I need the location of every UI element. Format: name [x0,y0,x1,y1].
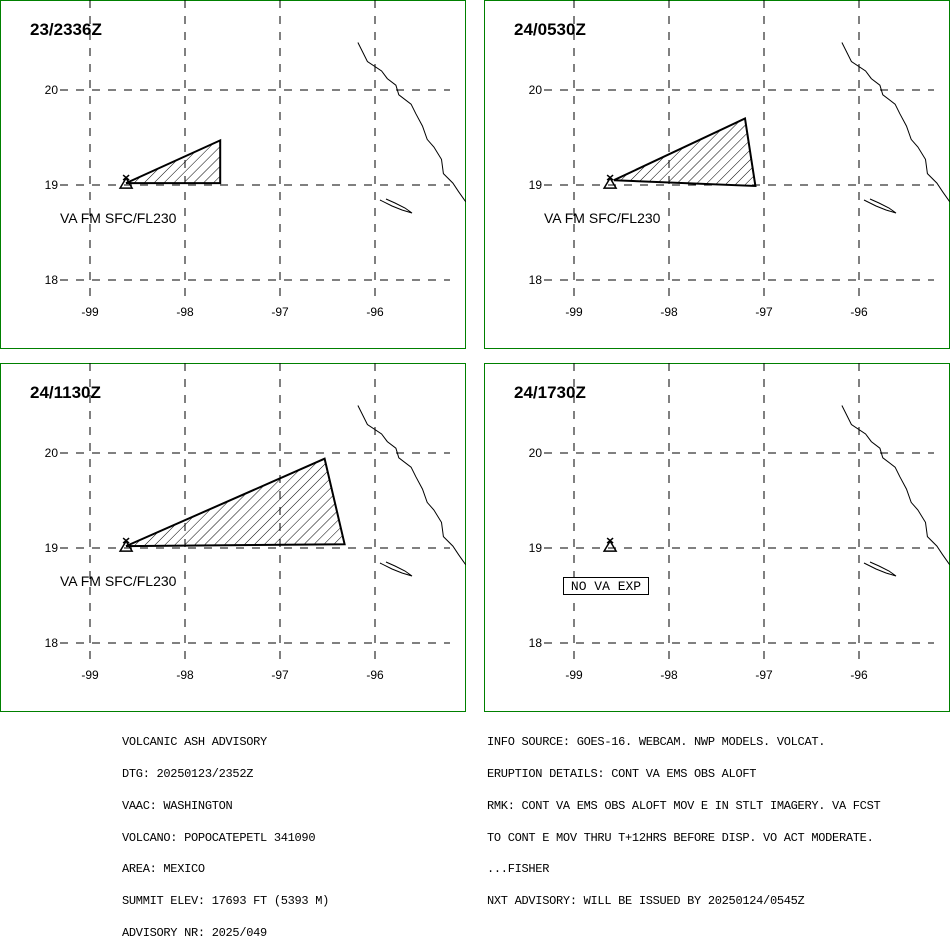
no-va-expected-label: NO VA EXP [571,579,641,594]
no-va-expected-box: NO VA EXP [563,577,649,595]
panel-frame [484,363,950,712]
footer-line: ...FISHER [487,862,550,877]
lat-tick-label: 20 [529,83,543,97]
map-canvas: -99 -98 -97 -96 20 19 18 24/0530Z VA FM SFC/FL23… [484,0,950,349]
lon-tick-label: -99 [565,668,583,682]
footer-line: INFO SOURCE: GOES-16. WEBCAM. NWP MODELS… [487,735,826,750]
lat-tick-label: 20 [529,446,543,460]
lat-tick-label: 20 [45,446,59,460]
ash-level-label: VA FM SFC/FL230 [60,573,177,589]
lon-tick-label: -99 [565,305,583,319]
lon-tick-label: -98 [176,668,194,682]
footer-line: TO CONT E MOV THRU T+12HRS BEFORE DISP. … [487,830,874,845]
lat-tick-label: 19 [45,178,59,192]
ash-cloud-polygon [125,457,346,548]
lon-tick-label: -98 [660,305,678,319]
footer-line: VAAC: WASHINGTON [122,798,233,813]
footer-line: AREA: MEXICO [122,862,205,877]
panel-1: -99 -98 -97 -96 20 19 18 23/2336Z VA FM SFC/FL23… [0,0,466,349]
lat-tick-label: 18 [529,273,543,287]
lagoon-outline [379,198,413,214]
lat-lon-grid [544,363,934,663]
lon-tick-label: -97 [271,305,289,319]
lon-tick-label: -97 [755,305,773,319]
ash-level-label: VA FM SFC/FL230 [60,210,177,226]
lat-tick-label: 18 [529,636,543,650]
coastline [841,42,950,202]
footer-line: VOLCANO: POPOCATEPETL 341090 [122,830,316,845]
map-canvas: -99 -98 -97 -96 20 19 18 24/1130Z VA FM SFC/FL23… [0,363,466,712]
forecast-panels: -99 -98 -97 -96 20 19 18 23/2336Z VA FM SFC/FL23… [0,0,950,712]
lon-tick-label: -98 [660,668,678,682]
lat-tick-label: 18 [45,273,59,287]
lon-tick-label: -97 [755,668,773,682]
lat-tick-label: 20 [45,83,59,97]
lon-tick-label: -99 [81,305,99,319]
lat-lon-grid [544,0,934,300]
lat-lon-grid [60,0,450,300]
ash-cloud-polygon [613,117,757,188]
footer-line: NXT ADVISORY: WILL BE ISSUED BY 20250124… [487,894,805,909]
footer-line: DTG: 20250123/2352Z [122,766,254,781]
footer-line: ERUPTION DETAILS: CONT VA EMS OBS ALOFT [487,766,757,781]
lon-tick-label: -96 [366,305,384,319]
lat-tick-label: 19 [529,541,543,555]
map-canvas: -99 -98 -97 -96 20 19 18 24/1730Z NO VA EXP [484,363,950,712]
coastline [841,405,950,565]
footer-line: VOLCANIC ASH ADVISORY [122,735,267,750]
footer-line: SUMMIT ELEV: 17693 FT (5393 M) [122,894,330,909]
coastline [357,405,466,565]
panel-4: -99 -98 -97 -96 20 19 18 24/1730Z NO VA EXP [484,363,950,712]
lon-tick-label: -96 [366,668,384,682]
lon-tick-label: -98 [176,305,194,319]
forecast-time-label: 24/1730Z [514,383,586,402]
ash-level-label: VA FM SFC/FL230 [544,210,661,226]
volcano-icon [602,537,618,552]
volcano-icon [602,174,618,189]
forecast-time-label: 24/1130Z [30,383,101,402]
forecast-time-label: 24/0530Z [514,20,586,39]
map-canvas: -99 -98 -97 -96 20 19 18 23/2336Z VA FM SFC/FL23… [0,0,466,349]
lagoon-outline [379,561,413,577]
lagoon-outline [863,198,897,214]
lon-tick-label: -97 [271,668,289,682]
lat-lon-grid [60,363,450,663]
lon-tick-label: -99 [81,668,99,682]
lon-tick-label: -96 [850,305,868,319]
lat-tick-label: 19 [529,178,543,192]
volcano-icon [118,174,134,189]
panel-2: -99 -98 -97 -96 20 19 18 24/0530Z VA FM SFC/FL23… [484,0,950,349]
lon-tick-label: -96 [850,668,868,682]
advisory-header-block: VOLCANIC ASH ADVISORY DTG: 20250123/2352… [122,716,329,949]
coastline [357,42,466,202]
panel-frame [0,0,466,349]
volcano-icon [118,537,134,552]
panel-3: -99 -98 -97 -96 20 19 18 24/1130Z VA FM SFC/FL23… [0,363,466,712]
footer-line: ADVISORY NR: 2025/049 [122,925,267,940]
lagoon-outline [863,561,897,577]
footer-line: RMK: CONT VA EMS OBS ALOFT MOV E IN STLT… [487,798,881,813]
advisory-remarks-block: INFO SOURCE: GOES-16. WEBCAM. NWP MODELS… [487,716,881,917]
lat-tick-label: 19 [45,541,59,555]
forecast-time-label: 23/2336Z [30,20,102,39]
lat-tick-label: 18 [45,636,59,650]
ash-cloud-polygon [125,138,222,185]
